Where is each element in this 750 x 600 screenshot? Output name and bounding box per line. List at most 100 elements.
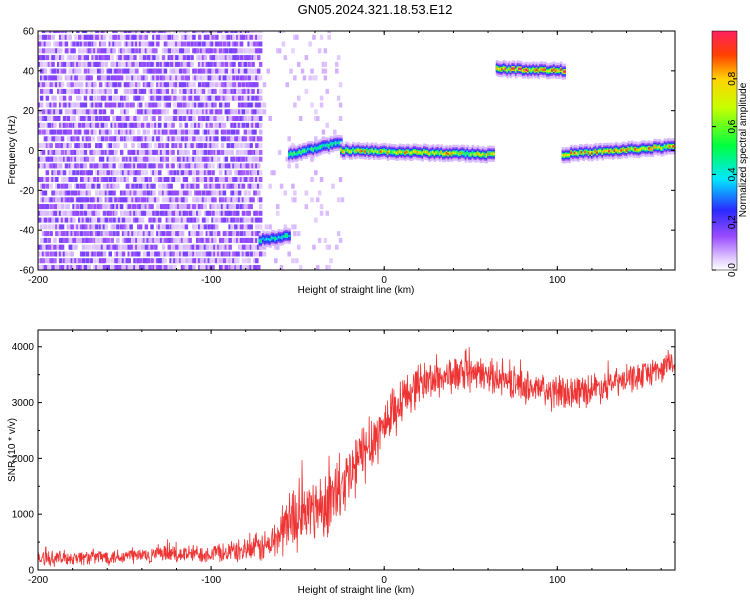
spectrogram-noise-cell (81, 170, 86, 176)
spectrogram-noise-cell (234, 258, 238, 264)
spectrogram-noise-cell (247, 136, 251, 142)
spectrogram-noise-cell (186, 149, 190, 155)
spectrogram-noise-cell (133, 75, 137, 81)
spectrogram-noise-cell (234, 197, 238, 203)
spectrogram-noise-cell (199, 95, 204, 101)
spectrogram-noise-cell (255, 143, 259, 149)
spectrogram-noise-cell (140, 244, 145, 250)
spectrogram-noise-cell (199, 258, 204, 264)
spectrogram-noise-cell (228, 136, 232, 142)
spectrogram-track-cell (438, 152, 442, 155)
spectrogram-noise-cell (76, 156, 80, 162)
spectrogram-noise-cell (129, 116, 133, 121)
spectrogram-noise-cell (173, 68, 177, 74)
spectrogram-noise-cell (213, 197, 217, 203)
spectrogram-noise-cell (255, 48, 259, 54)
spectrogram-noise-cell (55, 41, 59, 47)
spectrogram-noise-cell (205, 237, 210, 243)
spectrogram-noise-cell (104, 88, 109, 94)
spectrogram-noise-cell (146, 122, 150, 128)
spectrogram-track-cell (286, 234, 289, 237)
spectrogram-noise-cell (218, 217, 223, 223)
colorbar-tick-label: 0.6 (727, 119, 738, 133)
spectrogram-noise-cell (277, 31, 282, 33)
spectrogram-noise-cell (114, 102, 118, 108)
spectrogram-noise-cell (74, 149, 78, 155)
spectrogram-noise-cell (241, 116, 246, 121)
spectrogram-noise-cell (102, 204, 107, 210)
spectrogram-noise-cell (49, 75, 53, 81)
spectrogram-noise-cell (258, 170, 263, 176)
spectrogram-noise-cell (184, 109, 189, 115)
spectrogram-noise-cell (161, 244, 166, 250)
spectrogram-noise-cell (121, 251, 126, 257)
spectrogram-noise-cell (207, 48, 211, 54)
spectrogram-noise-cell (298, 116, 303, 121)
spectrogram-noise-cell (58, 88, 63, 94)
spectrogram-noise-cell (159, 237, 164, 243)
spectrogram-track-cell (504, 67, 508, 71)
spectrogram-noise-cell (81, 217, 86, 223)
spectrogram-noise-cell (78, 190, 82, 196)
spectrogram-noise-cell (228, 170, 232, 176)
spectrogram-noise-cell (247, 190, 251, 196)
spectrogram-noise-cell (87, 143, 91, 149)
spectrogram-noise-cell (79, 88, 84, 94)
spectrogram-noise-cell (76, 82, 80, 88)
spectrogram-noise-cell (112, 143, 116, 149)
spectrogram-noise-cell (274, 244, 278, 250)
spectrogram-noise-cell (68, 149, 72, 155)
spectrogram-noise-cell (173, 170, 177, 176)
spectrogram-noise-cell (161, 149, 166, 155)
spectrogram-track-cell (601, 151, 604, 154)
spectrogram-noise-cell (146, 197, 150, 203)
spectrogram-noise-cell (98, 129, 103, 135)
spectrogram-noise-cell (57, 129, 61, 135)
spectrogram-noise-cell (228, 177, 232, 182)
x-tick-label: -100 (201, 275, 221, 286)
spectrogram-noise-cell (199, 265, 204, 270)
spectrogram-noise-cell (45, 204, 50, 210)
spectrogram-noise-cell (257, 170, 261, 176)
spectrogram-noise-cell (201, 116, 206, 121)
spectrogram-noise-cell (125, 231, 130, 237)
spectrogram-noise-cell (196, 122, 200, 128)
spectrogram-noise-cell (232, 190, 236, 196)
spectrogram-noise-cell (192, 156, 196, 162)
spectrogram-noise-cell (72, 156, 76, 162)
spectrogram-noise-cell (108, 204, 112, 210)
spectrogram-noise-cell (226, 102, 230, 108)
spectrogram-noise-cell (184, 163, 189, 169)
spectrogram-noise-cell (232, 75, 236, 81)
spectrogram-noise-cell (234, 190, 238, 196)
spectrogram-noise-cell (110, 109, 114, 115)
spectrogram-noise-cell (127, 34, 131, 40)
spectrogram-noise-cell (230, 48, 234, 54)
spectrogram-noise-cell (137, 116, 141, 121)
spectrogram-noise-cell (159, 61, 164, 67)
spectrogram-noise-cell (121, 265, 126, 270)
spectrogram-noise-cell (255, 190, 259, 196)
spectrogram-noise-cell (325, 88, 329, 94)
spectrogram-noise-cell (123, 231, 128, 237)
spectrogram-noise-cell (129, 102, 133, 108)
spectrogram-noise-cell (123, 190, 128, 196)
spectrogram-noise-cell (161, 231, 166, 237)
spectrogram-noise-cell (79, 170, 84, 176)
spectrogram-noise-cell (196, 102, 200, 108)
y-tick-label: -60 (20, 266, 35, 277)
spectrogram-noise-cell (66, 231, 71, 237)
spectrogram-noise-cell (104, 116, 109, 121)
spectrogram-noise-cell (230, 183, 234, 189)
spectrogram-noise-cell (201, 197, 206, 203)
spectrogram-noise-cell (55, 31, 59, 33)
spectrogram-noise-cell (62, 61, 67, 67)
spectrogram-noise-cell (116, 122, 120, 128)
spectrogram-noise-cell (239, 75, 244, 81)
spectrogram-noise-cell (190, 34, 194, 40)
spectrogram-noise-cell (224, 265, 229, 270)
spectrogram-noise-cell (131, 210, 135, 216)
spectrogram-noise-cell (222, 231, 227, 237)
spectrogram-track-cell (530, 69, 533, 72)
